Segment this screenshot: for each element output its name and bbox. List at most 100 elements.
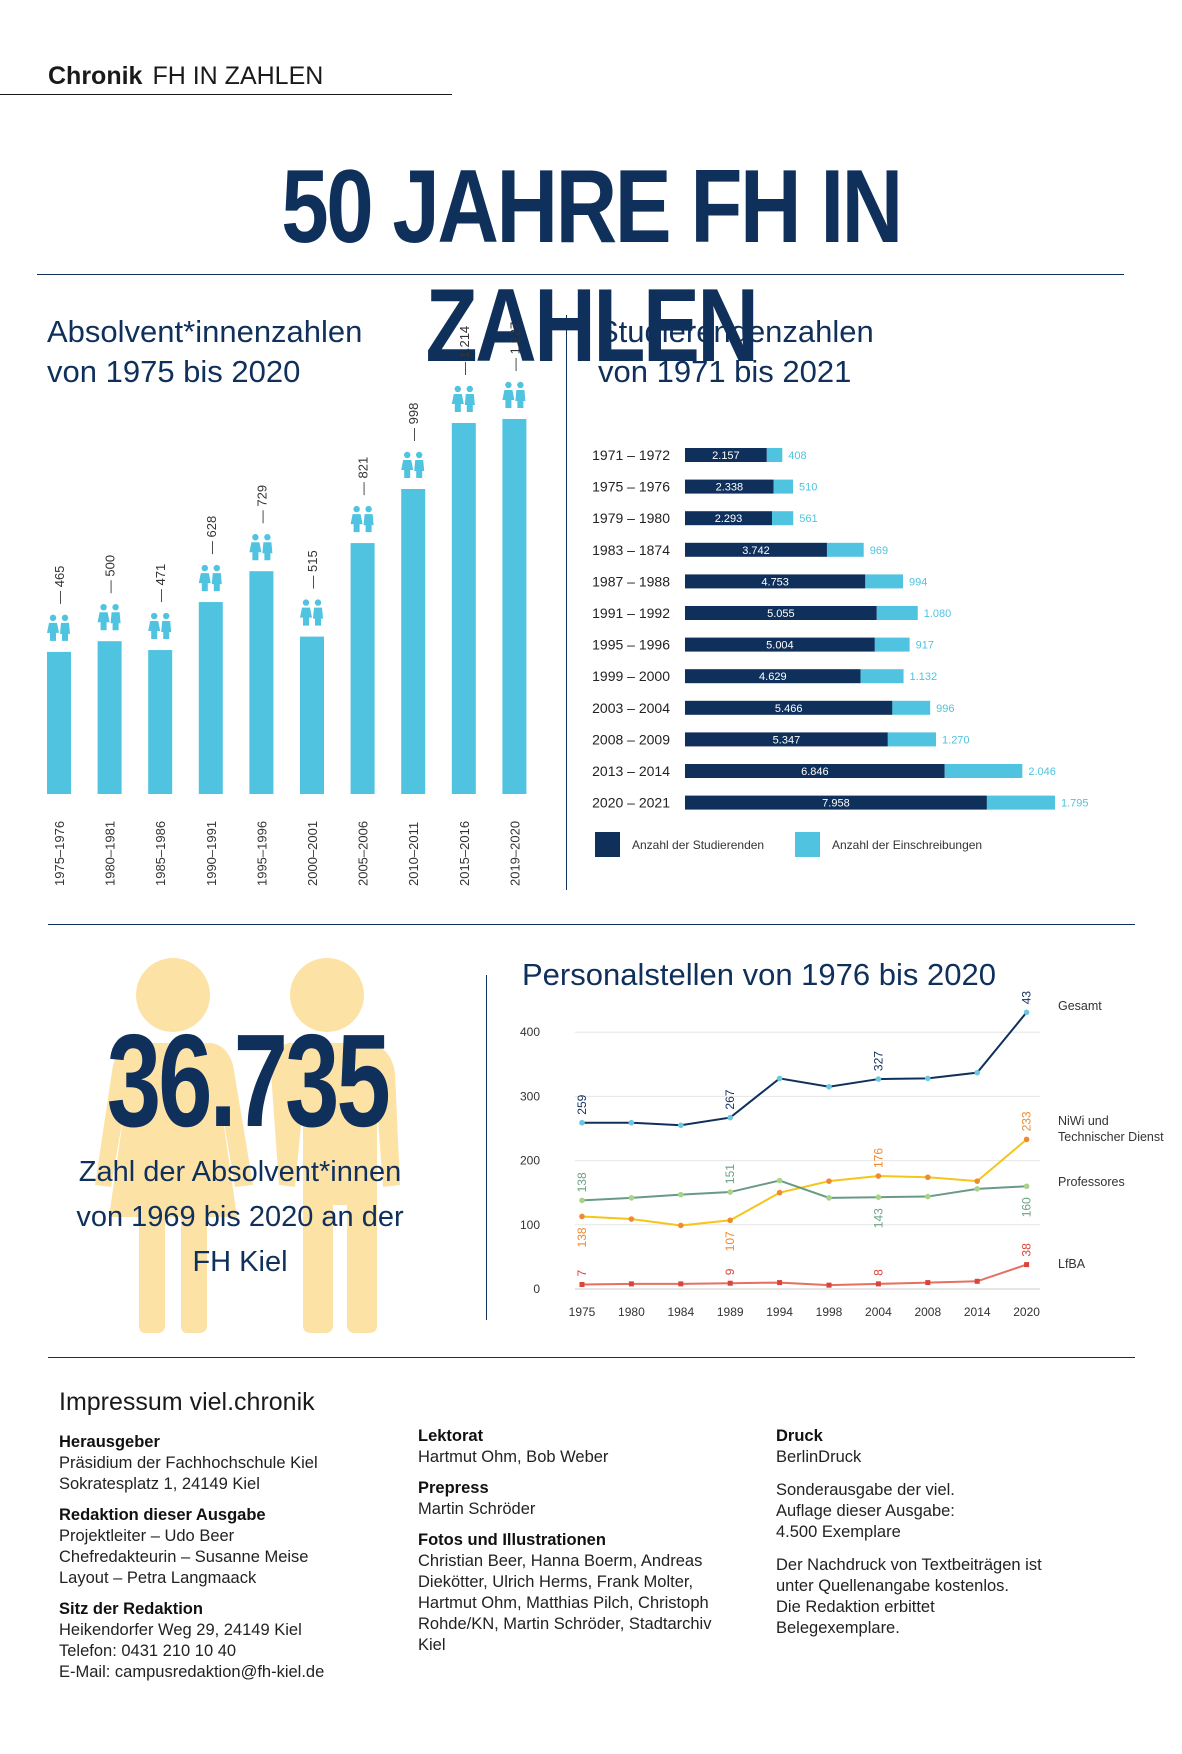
impressum-title: Impressum viel.chronik: [59, 1388, 315, 1416]
staff-value-label: 143: [871, 1208, 885, 1228]
graduates-category-label: 2005–2006: [356, 821, 371, 886]
staff-point: [826, 1282, 832, 1288]
impressum-column-3: Druck BerlinDruck Sonderausgabe der viel. A…: [776, 1426, 1106, 1649]
students-bar: [685, 764, 945, 778]
impressum-line: Christian Beer, Hanna Boerm, Andreas: [418, 1552, 703, 1570]
caption-line1: Zahl der Absolvent*innen: [78, 1156, 402, 1188]
people-icon: [97, 603, 121, 631]
section-subtitle: FH IN ZAHLEN: [152, 62, 324, 90]
staff-point: [776, 1189, 783, 1196]
staff-point: [727, 1189, 733, 1195]
staff-series-name: NiWi und: [1058, 1114, 1109, 1128]
staff-series-line: [581, 1263, 1027, 1287]
staff-point: [875, 1076, 882, 1082]
staff-point: [1024, 1262, 1030, 1268]
impressum-line: Belegexemplare.: [776, 1619, 900, 1637]
legend-enrollments-swatch: [795, 832, 820, 857]
students-category-label: 2020 – 2021: [592, 795, 670, 811]
graduates-value-label: — 821: [356, 457, 371, 495]
staff-point: [628, 1119, 635, 1126]
staff-point: [1023, 1136, 1030, 1143]
graduates-value-label: — 998: [406, 403, 421, 441]
header-kicker: Chronik FH IN ZAHLEN: [48, 62, 323, 91]
x-tick-label: 2008: [914, 1305, 941, 1319]
staff-value-label: 267: [723, 1089, 737, 1109]
impressum-block: Sonderausgabe der viel. Auflage dieser Au…: [776, 1480, 1106, 1543]
staff-point: [579, 1119, 585, 1126]
people-icon: [47, 614, 70, 641]
staff-series-line: [582, 1011, 1028, 1127]
graduates-total-number: 36.735: [106, 1007, 391, 1154]
staff-value-label: 107: [723, 1231, 737, 1251]
enrollments-value-label: 2.046: [1028, 766, 1056, 778]
students-value-label: 5.055: [767, 608, 795, 620]
x-tick-label: 1998: [816, 1305, 843, 1319]
students-category-label: 2003 – 2004: [592, 700, 670, 716]
impressum-line: Projektleiter – Udo Beer: [59, 1527, 235, 1545]
students-category-label: 1991 – 1992: [592, 605, 670, 621]
graduates-total-caption: Zahl der Absolvent*innen von 1969 bis 20…: [60, 1150, 420, 1285]
impressum-line: Martin Schröder: [418, 1500, 536, 1518]
graduates-title-line1: Absolvent*innenzahlen: [47, 314, 363, 349]
legend-students-swatch: [595, 832, 620, 857]
staff-value-label: 160: [1020, 1197, 1034, 1217]
enrollments-bar: [865, 574, 904, 589]
y-tick-label: 200: [520, 1154, 540, 1168]
students-value-label: 2.338: [716, 482, 744, 494]
impressum-block: Redaktion dieser Ausgabe Projektleiter – …: [59, 1505, 389, 1589]
mid-divider: [48, 924, 1135, 925]
impressum-line: Hartmut Ohm, Matthias Pilch, Christoph: [418, 1594, 709, 1612]
enrollments-bar: [874, 637, 910, 652]
students-value-label: 5.004: [766, 640, 794, 652]
column-divider-top: [566, 315, 567, 890]
staff-point: [678, 1191, 684, 1198]
students-chart-title: Studierendenzahlen von 1971 bis 2021: [598, 312, 874, 392]
enrollments-bar: [887, 732, 937, 747]
staff-value-label: 38: [1020, 1243, 1034, 1257]
people-icon: [401, 451, 425, 478]
impressum-line: 4.500 Exemplare: [776, 1523, 901, 1541]
impressum-line: Der Nachdruck von Textbeiträgen ist: [776, 1556, 1042, 1574]
staff-value-label: 8: [871, 1269, 885, 1276]
graduates-bar: [350, 543, 375, 794]
staff-point: [826, 1178, 832, 1184]
staff-value-label: 9: [723, 1268, 737, 1275]
graduates-bar: [249, 571, 274, 794]
enrollments-bar: [826, 542, 864, 557]
staff-point: [727, 1114, 733, 1121]
staff-point: [678, 1122, 684, 1129]
x-tick-label: 2004: [865, 1305, 892, 1319]
graduates-bar: [401, 488, 426, 794]
students-bar: [685, 606, 877, 620]
graduates-value-label: — 1.214: [457, 326, 472, 375]
staff-point: [1023, 1183, 1030, 1190]
staff-series-name: Technischer Dienst: [1058, 1130, 1164, 1144]
graduates-category-label: 1995–1996: [254, 821, 269, 886]
people-icon: [148, 612, 172, 640]
enrollments-value-label: 1.795: [1061, 798, 1089, 810]
staff-line-chart: 0 100 200 300 400 1975 1980 1984 1989 1994 1998 200…: [520, 990, 1164, 1319]
students-bar: [685, 511, 772, 526]
enrollments-value-label: 1.270: [942, 734, 970, 746]
impressum-line: Layout – Petra Langmaack: [59, 1569, 257, 1587]
column-divider-bottom: [486, 975, 487, 1320]
y-tick-label: 0: [533, 1282, 540, 1296]
graduates-chart-title: Absolvent*innenzahlen von 1975 bis 2020: [47, 312, 362, 392]
staff-point: [826, 1083, 832, 1090]
students-bar: [685, 479, 774, 494]
x-tick-label: 1994: [766, 1305, 793, 1319]
staff-series-name: Gesamt: [1058, 999, 1102, 1013]
impressum-block: Lektorat Hartmut Ohm, Bob Weber: [418, 1426, 748, 1468]
impressum-line: Rohde/KN, Martin Schröder, Stadtarchiv: [418, 1615, 712, 1633]
students-value-label: 3.742: [742, 545, 770, 557]
impressum-line: Diekötter, Ulrich Herms, Frank Molter,: [418, 1573, 694, 1591]
staff-value-label: 138: [575, 1227, 589, 1247]
graduates-value-label: — 500: [103, 555, 118, 593]
graduates-bar-chart: — 465 1975–1976 — 500 1980–1981 — 471 1985–19…: [47, 322, 527, 886]
staff-value-label: 327: [871, 1051, 885, 1071]
staff-value-label: 233: [1020, 1111, 1034, 1131]
impressum-line: Telefon: 0431 210 10 40: [59, 1642, 237, 1660]
impressum-block: Druck BerlinDruck: [776, 1426, 1106, 1468]
enrollments-value-label: 1.080: [924, 608, 952, 620]
students-bar: [685, 542, 827, 557]
